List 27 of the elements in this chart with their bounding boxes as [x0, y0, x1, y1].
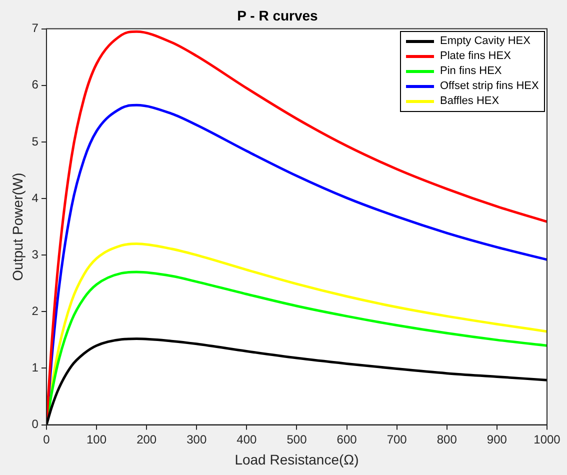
x-tick-label: 700 — [386, 432, 408, 446]
x-tick-label: 200 — [136, 432, 157, 446]
legend-label: Offset strip fins HEX — [440, 80, 539, 92]
chart-title: P - R curves — [237, 7, 318, 24]
x-axis-title: Load Resistance(Ω) — [234, 451, 359, 468]
y-tick-label: 5 — [32, 134, 39, 148]
x-tick-label: 500 — [286, 432, 308, 446]
x-tick-label: 600 — [336, 432, 358, 446]
x-tick-label: 300 — [186, 432, 207, 446]
x-tick-label: 400 — [236, 432, 258, 446]
legend-label: Empty Cavity HEX — [440, 35, 530, 48]
legend-label: Plate fins HEX — [440, 50, 511, 62]
y-tick-label: 1 — [32, 360, 39, 375]
y-axis-title: Output Power(W) — [9, 172, 26, 281]
y-tick-label: 0 — [32, 417, 39, 432]
y-tick-label: 3 — [32, 247, 39, 262]
y-tick-label: 7 — [32, 21, 39, 36]
legend-label: Pin fins HEX — [440, 65, 502, 78]
x-tick-label: 1000 — [534, 432, 561, 446]
x-tick-label: 800 — [436, 432, 458, 446]
x-tick-label: 0 — [43, 432, 50, 446]
legend-label: Baffles HEX — [440, 95, 500, 108]
y-tick-label: 2 — [32, 304, 39, 318]
y-tick-label: 4 — [32, 190, 39, 205]
y-tick-label: 6 — [32, 78, 39, 92]
x-tick-label: 100 — [86, 432, 107, 446]
x-tick-label: 900 — [486, 432, 508, 446]
